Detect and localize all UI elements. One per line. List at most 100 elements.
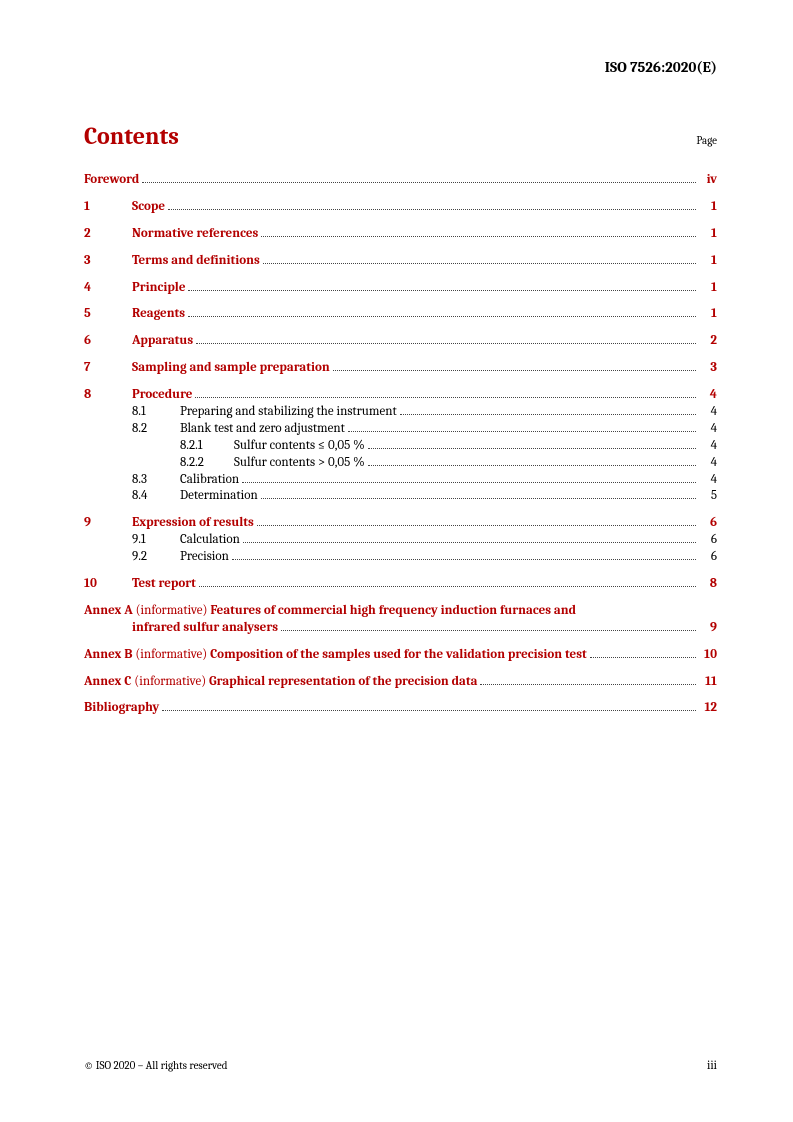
- toc-num: 1: [84, 199, 132, 216]
- leader: [168, 199, 696, 210]
- toc-entry: 2 Normative references 1: [84, 226, 717, 243]
- toc-title: Annex B (informative) Composition of the…: [84, 647, 587, 664]
- toc-page: 4: [699, 455, 717, 472]
- toc-title: Terms and definitions: [132, 253, 260, 270]
- toc-page: 4: [699, 421, 717, 438]
- toc-title: Procedure: [132, 387, 192, 404]
- toc-page: 6: [699, 515, 717, 532]
- toc-entry: 1 Scope 1: [84, 199, 717, 216]
- toc-title: Sampling and sample preparation: [132, 360, 330, 377]
- toc-title: Scope: [132, 199, 165, 216]
- toc-page: 4: [699, 387, 717, 404]
- toc-title: Calibration: [180, 472, 239, 489]
- leader: [368, 455, 696, 466]
- toc-entry: 8 Procedure 4: [84, 387, 717, 404]
- toc-page: 1: [699, 306, 717, 323]
- leader: [196, 334, 696, 345]
- toc-entry-bibliography: Bibliography 12: [84, 700, 717, 717]
- toc-title: Annex C (informative) Graphical represen…: [84, 674, 477, 691]
- toc-page: 2: [699, 333, 717, 350]
- toc-num: 4: [84, 280, 132, 297]
- toc-page: 5: [699, 488, 717, 505]
- toc-subsubentry: 8.2.1 Sulfur contents ≤ 0,05 % 4: [84, 438, 717, 455]
- toc-entry: 9 Expression of results 6: [84, 515, 717, 532]
- leader: [348, 421, 696, 432]
- toc-title: Sulfur contents ≤ 0,05 %: [234, 438, 365, 455]
- leader: [400, 404, 696, 415]
- toc-entry: 7 Sampling and sample preparation 3: [84, 360, 717, 377]
- toc-title: Calculation: [180, 532, 240, 549]
- leader: [162, 701, 696, 712]
- toc-page: 4: [699, 404, 717, 421]
- toc-num: 9.2: [132, 549, 180, 566]
- toc-entry: 3 Terms and definitions 1: [84, 253, 717, 270]
- toc-title: Reagents: [132, 306, 185, 323]
- leader: [263, 253, 696, 264]
- document-id: ISO 7526:2020(E): [605, 58, 717, 76]
- toc-page: 10: [699, 647, 717, 664]
- toc-title: Normative references: [132, 226, 258, 243]
- toc-page: 4: [699, 438, 717, 455]
- toc-title: Blank test and zero adjustment: [180, 421, 345, 438]
- toc-entry-annex-c: Annex C (informative) Graphical represen…: [84, 674, 717, 691]
- toc-title: Principle: [132, 280, 185, 297]
- toc-page: 1: [699, 199, 717, 216]
- toc-entry-annex-b: Annex B (informative) Composition of the…: [84, 647, 717, 664]
- toc-subentry: 8.3 Calibration 4: [84, 472, 717, 489]
- toc-num: 9: [84, 515, 132, 532]
- toc-page: 11: [699, 674, 717, 691]
- toc-page: 6: [699, 532, 717, 549]
- toc-title: Bibliography: [84, 700, 159, 717]
- toc-subentry: 9.1 Calculation 6: [84, 532, 717, 549]
- toc-subentry: 9.2 Precision 6: [84, 549, 717, 566]
- leader: [368, 438, 696, 449]
- leader: [261, 226, 696, 237]
- toc-num: 8.2.2: [180, 455, 234, 472]
- leader: [232, 549, 696, 560]
- toc-num: 8.3: [132, 472, 180, 489]
- toc-page: 3: [699, 360, 717, 377]
- leader: [257, 516, 696, 527]
- toc-title: Test report: [132, 576, 196, 593]
- leader: [188, 280, 696, 291]
- toc-title: infrared sulfur analysers: [132, 620, 278, 637]
- toc-page: 9: [699, 620, 717, 637]
- toc-num: 6: [84, 333, 132, 350]
- page: ISO 7526:2020(E) Contents Page Foreword …: [0, 0, 793, 1122]
- toc-num: 8.4: [132, 488, 180, 505]
- toc-page: 12: [699, 700, 717, 717]
- toc-entry-annex-a: Annex A (informative) Features of commer…: [84, 603, 717, 637]
- toc-entry: 10 Test report 8: [84, 576, 717, 593]
- toc-page: 4: [699, 472, 717, 489]
- toc-title: Preparing and stabilizing the instrument: [180, 404, 397, 421]
- page-label: Page: [696, 134, 717, 147]
- toc-page: 1: [699, 253, 717, 270]
- toc-entry: 6 Apparatus 2: [84, 333, 717, 350]
- toc-num: 8: [84, 387, 132, 404]
- toc-num: 2: [84, 226, 132, 243]
- toc-num: 3: [84, 253, 132, 270]
- toc-page: iv: [699, 172, 717, 189]
- leader: [199, 576, 696, 587]
- toc-num: 5: [84, 306, 132, 323]
- leader: [281, 620, 696, 631]
- toc-num: 7: [84, 360, 132, 377]
- leader: [480, 674, 696, 685]
- toc-title: Expression of results: [132, 515, 254, 532]
- leader: [188, 307, 696, 318]
- toc-title: Determination: [180, 488, 258, 505]
- toc-title: Precision: [180, 549, 229, 566]
- toc-subentry: 8.1 Preparing and stabilizing the instru…: [84, 404, 717, 421]
- toc-page: 1: [699, 280, 717, 297]
- toc-num: 8.2: [132, 421, 180, 438]
- leader: [243, 533, 696, 544]
- leader: [195, 387, 696, 398]
- toc-num: 8.2.1: [180, 438, 234, 455]
- toc-subentry: 8.4 Determination 5: [84, 488, 717, 505]
- contents-title: Contents: [84, 122, 179, 150]
- footer-copyright: © ISO 2020 – All rights reserved: [84, 1059, 227, 1072]
- toc-title: Annex A (informative) Features of commer…: [84, 603, 576, 620]
- contents-header: Contents Page: [84, 122, 717, 150]
- toc-entry-foreword: Foreword iv: [84, 172, 717, 189]
- leader: [333, 360, 696, 371]
